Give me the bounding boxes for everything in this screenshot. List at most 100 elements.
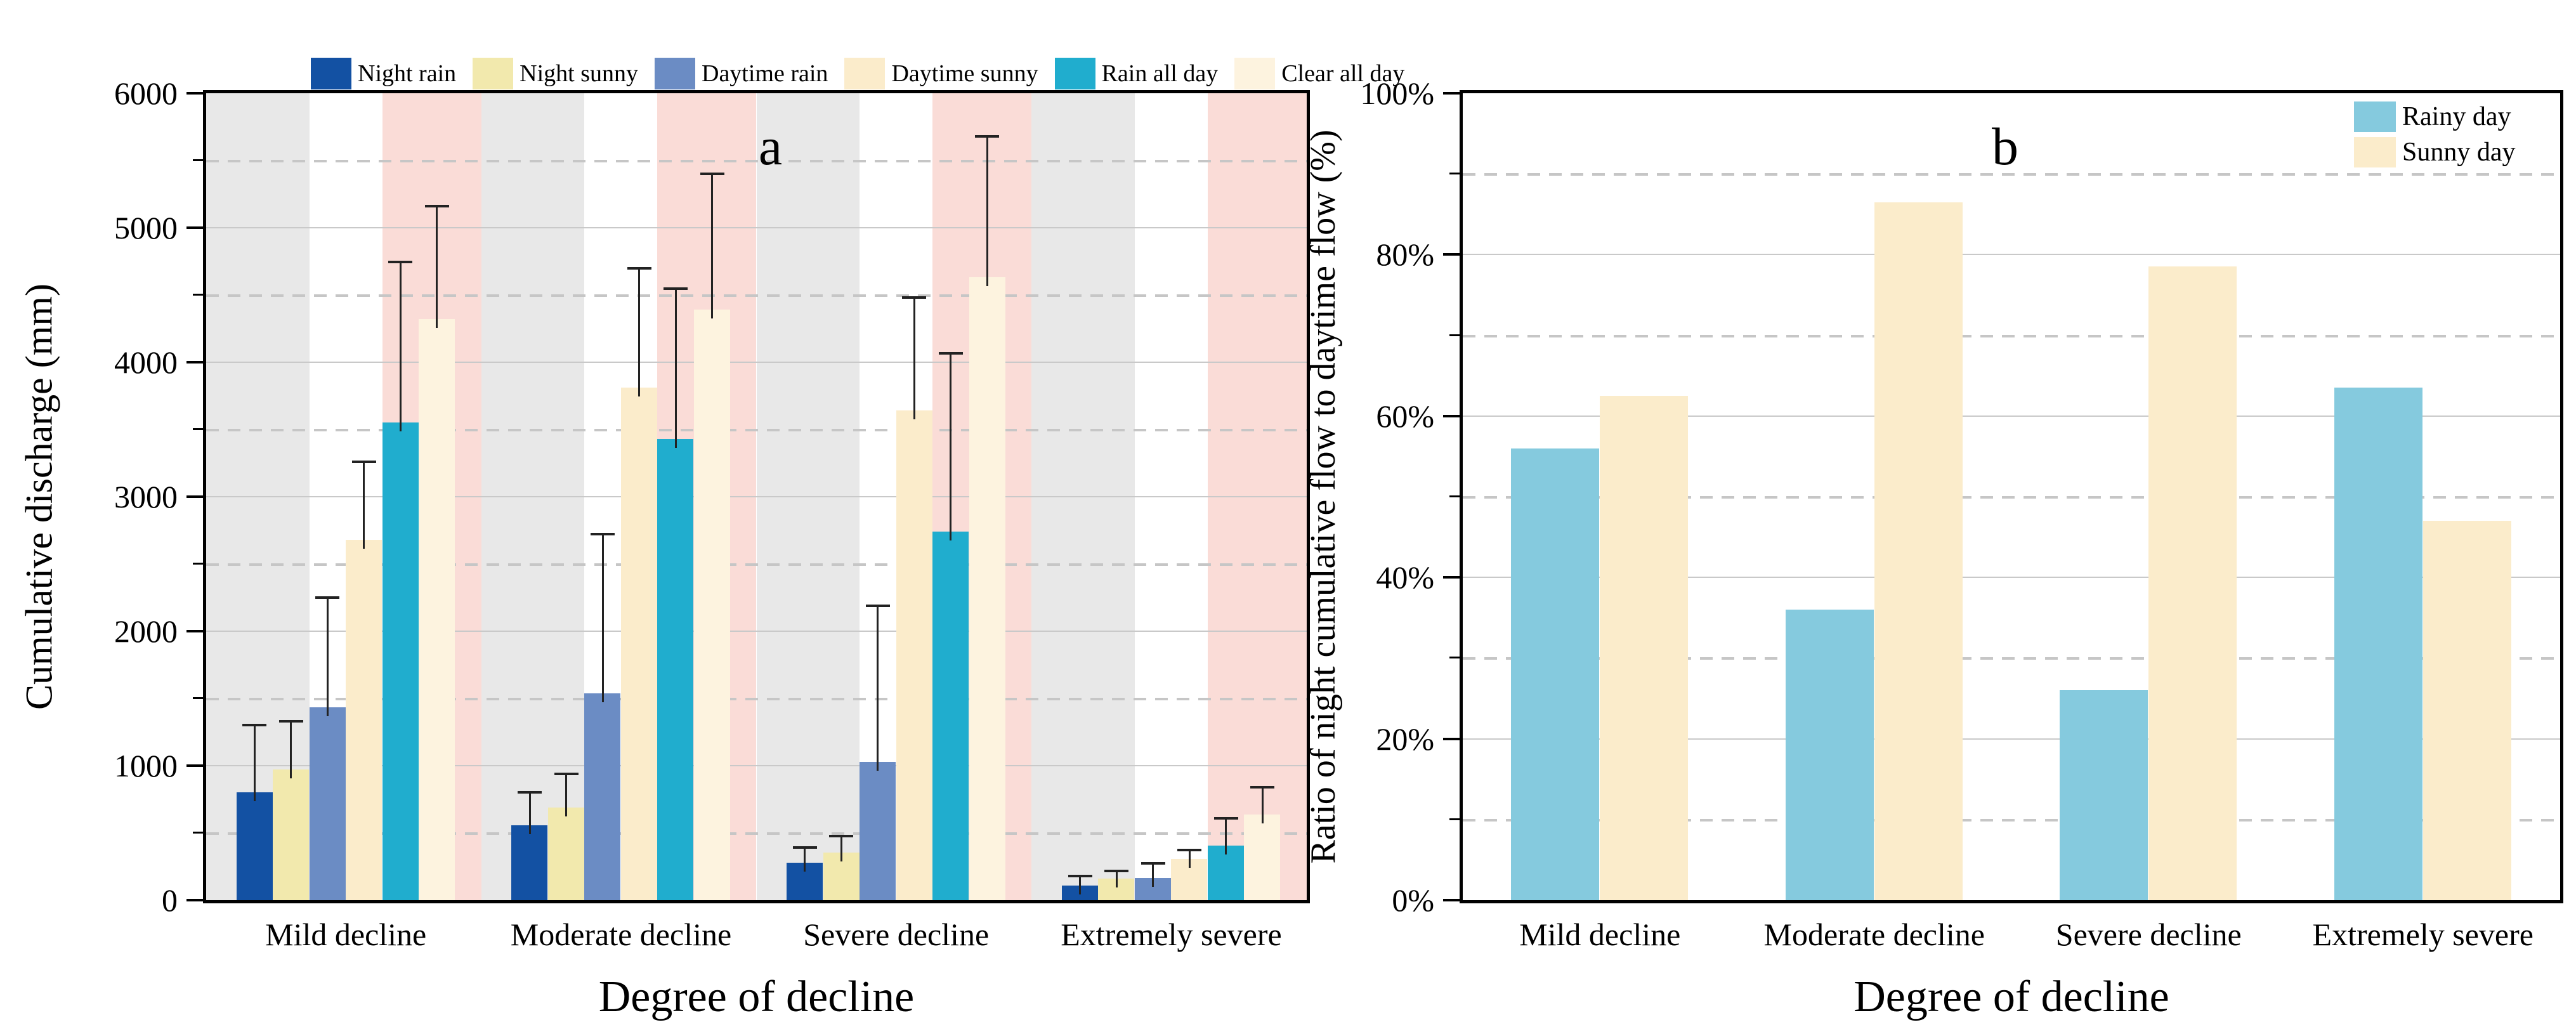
x-tick-label-a-extremely-severe: Extremely severe <box>1061 917 1282 952</box>
legend-label-night-rain: Night rain <box>358 60 457 87</box>
y-minor-tick-b-30 <box>1449 657 1460 659</box>
error-line-night-sunny-mild-decline <box>290 721 292 779</box>
bar-rain-all-day-extremely-severe <box>1207 846 1244 900</box>
error-line-night-rain-mild-decline <box>253 725 256 802</box>
y-major-tick-b-80 <box>1443 253 1460 256</box>
gridline-a-5000 <box>206 227 1307 228</box>
y-minor-tick-b-50 <box>1449 495 1460 497</box>
error-line-night-sunny-extremely-severe <box>1115 871 1118 888</box>
x-tick-label-b-mild-decline: Mild decline <box>1519 917 1681 952</box>
error-cap-rain-all-day-severe-decline <box>938 352 963 355</box>
error-cap-daytime-rain-moderate-decline <box>591 533 615 536</box>
panel-a-plot-area <box>203 90 1310 903</box>
y-major-tick-b-60 <box>1443 414 1460 417</box>
error-line-daytime-rain-extremely-severe <box>1152 863 1154 887</box>
y-minor-tick-a-4500 <box>193 294 203 296</box>
bar-rain-all-day-moderate-decline <box>657 438 694 900</box>
error-cap-night-sunny-extremely-severe <box>1104 870 1129 873</box>
error-cap-night-rain-extremely-severe <box>1068 874 1092 877</box>
bar-clear-all-day-moderate-decline <box>693 310 730 900</box>
legend-item-night-sunny: Night sunny <box>473 58 638 89</box>
y-minor-tick-b-90 <box>1449 173 1460 175</box>
legend-swatch-clear-all-day <box>1234 58 1276 89</box>
legend-label-rain-all-day: Rain all day <box>1101 60 1219 87</box>
error-line-daytime-sunny-moderate-decline <box>638 268 641 397</box>
error-cap-rain-all-day-moderate-decline <box>664 287 688 291</box>
x-tick-label-a-mild-decline: Mild decline <box>265 917 427 952</box>
panel-a-label: a <box>758 117 783 176</box>
gridline-a-2000 <box>206 631 1307 632</box>
error-line-rain-all-day-extremely-severe <box>1225 818 1227 855</box>
y-tick-label-b-60: 60% <box>1376 398 1434 434</box>
legend-swatch-night-rain <box>311 58 351 89</box>
legend-swatch-night-sunny <box>473 58 514 89</box>
error-cap-rain-all-day-extremely-severe <box>1213 816 1238 820</box>
legend-label-night-sunny: Night sunny <box>520 60 638 87</box>
y-tick-label-b-0: 0% <box>1392 882 1434 918</box>
panel-b-legend: Rainy day Sunny day <box>2354 101 2516 167</box>
y-major-tick-a-2000 <box>186 630 203 632</box>
gridline-b-30 <box>1463 657 2560 660</box>
x-tick-label-b-severe-decline: Severe decline <box>2055 917 2242 952</box>
y-major-tick-a-0 <box>186 899 203 901</box>
error-line-night-sunny-moderate-decline <box>565 773 568 816</box>
y-major-tick-a-3000 <box>186 495 203 498</box>
bar-clear-all-day-severe-decline <box>969 277 1005 900</box>
gridline-b-10 <box>1463 818 2560 821</box>
error-cap-clear-all-day-severe-decline <box>975 134 1000 138</box>
error-line-rain-all-day-severe-decline <box>950 353 952 541</box>
error-line-daytime-rain-moderate-decline <box>601 534 604 702</box>
error-line-rain-all-day-mild-decline <box>399 262 402 432</box>
y-major-tick-b-0 <box>1443 899 1460 901</box>
bar-daytime-rain-mild-decline <box>309 707 346 900</box>
error-cap-daytime-sunny-moderate-decline <box>627 266 651 270</box>
y-tick-label-a-5000: 5000 <box>114 210 178 245</box>
error-line-clear-all-day-mild-decline <box>436 206 438 329</box>
bar-clear-all-day-mild-decline <box>419 319 455 900</box>
legend-label-daytime-sunny: Daytime sunny <box>891 60 1038 87</box>
error-cap-daytime-rain-severe-decline <box>865 604 890 607</box>
error-line-daytime-rain-mild-decline <box>326 598 329 716</box>
error-line-night-rain-moderate-decline <box>528 792 531 835</box>
y-minor-tick-a-3500 <box>193 428 203 430</box>
bar-rainy-day-extremely-severe <box>2334 388 2422 900</box>
y-tick-label-b-80: 80% <box>1376 237 1434 273</box>
gridline-b-50 <box>1463 496 2560 499</box>
panel-b-x-axis-title: Degree of decline <box>1854 972 2169 1021</box>
error-line-clear-all-day-moderate-decline <box>711 174 714 319</box>
panel-b-plot-area <box>1460 90 2563 903</box>
legend-swatch-daytime-sunny <box>844 58 886 89</box>
bar-rainy-day-mild-decline <box>1511 448 1600 900</box>
legend-swatch-daytime-rain <box>655 58 695 89</box>
y-major-tick-a-1000 <box>186 764 203 767</box>
legend-item-clear-all-day: Clear all day <box>1234 58 1404 89</box>
gridline-a-1500 <box>206 698 1307 700</box>
y-major-tick-a-4000 <box>186 361 203 363</box>
y-major-tick-b-100 <box>1443 92 1460 95</box>
legend-item-daytime-rain: Daytime rain <box>655 58 828 89</box>
bar-night-sunny-mild-decline <box>273 769 310 900</box>
y-minor-tick-a-1500 <box>193 697 203 699</box>
legend-swatch-rain-all-day <box>1054 58 1095 89</box>
y-tick-label-b-100: 100% <box>1360 75 1434 111</box>
error-cap-clear-all-day-mild-decline <box>424 205 449 208</box>
legend-item-rain-all-day: Rain all day <box>1054 58 1219 89</box>
y-tick-label-a-4000: 4000 <box>114 344 178 380</box>
legend-label-sunny-day: Sunny day <box>2402 138 2516 167</box>
gridline-b-60 <box>1463 415 2560 417</box>
error-cap-night-rain-mild-decline <box>242 724 267 727</box>
bar-night-sunny-moderate-decline <box>547 807 584 900</box>
error-line-night-sunny-severe-decline <box>840 836 842 861</box>
legend-label-daytime-rain: Daytime rain <box>702 60 828 87</box>
error-cap-daytime-rain-mild-decline <box>315 596 340 599</box>
y-major-tick-a-6000 <box>186 92 203 95</box>
error-line-night-rain-severe-decline <box>804 847 806 872</box>
error-line-night-rain-extremely-severe <box>1079 875 1082 894</box>
y-tick-label-a-3000: 3000 <box>114 479 178 514</box>
gridline-b-80 <box>1463 254 2560 256</box>
x-tick-label-a-moderate-decline: Moderate decline <box>510 917 732 952</box>
y-major-tick-a-5000 <box>186 226 203 229</box>
error-line-daytime-sunny-severe-decline <box>913 298 915 420</box>
y-major-tick-b-40 <box>1443 576 1460 579</box>
